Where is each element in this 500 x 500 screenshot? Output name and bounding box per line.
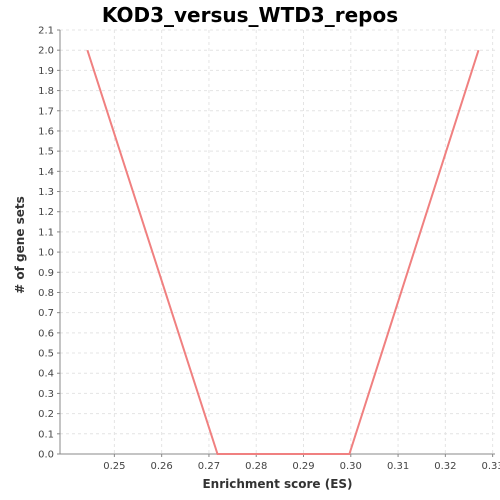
chart-title: KOD3_versus_WTD3_repos (101, 3, 399, 27)
y-tick-label: 0.2 (38, 409, 54, 420)
y-tick-label: 1.0 (38, 248, 54, 259)
x-tick-label: 0.25 (103, 461, 125, 472)
y-tick-label: 0.6 (38, 328, 54, 339)
x-tick-label: 0.33 (482, 461, 500, 472)
y-tick-label: 0.9 (38, 268, 54, 279)
x-axis-label: Enrichment score (ES) (202, 477, 353, 491)
y-tick-label: 1.3 (38, 187, 54, 198)
y-tick-label: 0.3 (38, 389, 54, 400)
x-tick-label: 0.29 (292, 461, 314, 472)
y-tick-label: 0.4 (38, 369, 54, 380)
y-tick-label: 1.8 (38, 86, 54, 97)
y-tick-label: 2.1 (38, 26, 54, 37)
y-tick-label: 1.7 (38, 106, 54, 117)
x-tick-label: 0.28 (245, 461, 267, 472)
y-tick-label: 0.0 (38, 450, 54, 461)
x-tick-label: 0.26 (151, 461, 173, 472)
y-tick-label: 0.5 (38, 349, 54, 360)
x-tick-label: 0.31 (387, 461, 409, 472)
y-tick-label: 1.1 (38, 227, 54, 238)
x-tick-label: 0.27 (198, 461, 220, 472)
y-tick-label: 1.4 (38, 167, 54, 178)
series-line-0 (86, 49, 480, 455)
x-tick-label: 0.32 (434, 461, 456, 472)
y-tick-label: 0.7 (38, 308, 54, 319)
y-tick-label: 0.1 (38, 429, 54, 440)
y-tick-label: 0.8 (38, 288, 54, 299)
y-tick-label: 1.6 (38, 126, 54, 137)
y-tick-label: 2.0 (38, 46, 54, 57)
y-tick-label: 1.5 (38, 147, 54, 158)
y-tick-label: 1.2 (38, 207, 54, 218)
plot-area (60, 30, 495, 454)
x-tick-label: 0.30 (340, 461, 362, 472)
y-tick-label: 1.9 (38, 66, 54, 77)
